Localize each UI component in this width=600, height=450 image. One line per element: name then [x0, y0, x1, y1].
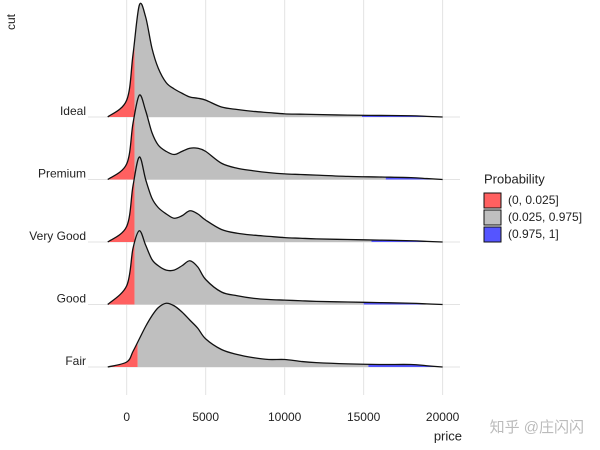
- y-axis-title: cut: [4, 13, 18, 30]
- x-tick-label: 0: [123, 410, 130, 424]
- watermark: 知乎 @庄闪闪: [490, 418, 584, 436]
- y-tick-label: Fair: [65, 354, 86, 368]
- ridge-fill: [134, 156, 372, 242]
- y-tick-label: Ideal: [60, 104, 86, 118]
- ridge-line: [107, 302, 443, 368]
- x-axis-title: price: [434, 428, 462, 443]
- ridge-fill: [134, 230, 364, 305]
- ridges: [107, 2, 443, 368]
- ridge-line: [107, 2, 443, 118]
- legend-label: (0.025, 0.975]: [508, 210, 582, 224]
- ridge-fill: [107, 176, 135, 242]
- x-tick-label: 10000: [268, 410, 302, 424]
- y-tick-label: Very Good: [29, 229, 86, 243]
- legend-key: [483, 192, 502, 209]
- ridge-line: [107, 94, 443, 181]
- y-tick-label: Good: [57, 292, 86, 306]
- x-tick-label: 20000: [426, 410, 460, 424]
- legend-label: (0.975, 1]: [508, 227, 559, 241]
- ridge-fill: [107, 342, 138, 367]
- ridge-fill: [137, 303, 369, 367]
- x-tick-label: 15000: [347, 410, 381, 424]
- ridge-line: [107, 156, 443, 243]
- legend-title: Probability: [484, 171, 545, 186]
- x-tick-label: 5000: [192, 410, 219, 424]
- ridge-fill: [107, 241, 135, 305]
- legend-key: [483, 226, 502, 243]
- legend-label: (0, 0.025]: [508, 193, 559, 207]
- y-tick-label: Premium: [38, 167, 86, 181]
- ridge-line: [107, 230, 443, 306]
- legend-key: [483, 209, 502, 226]
- ridge-fill: [107, 114, 135, 180]
- ridge-fill: [134, 94, 386, 180]
- ridge-fill: [134, 3, 363, 117]
